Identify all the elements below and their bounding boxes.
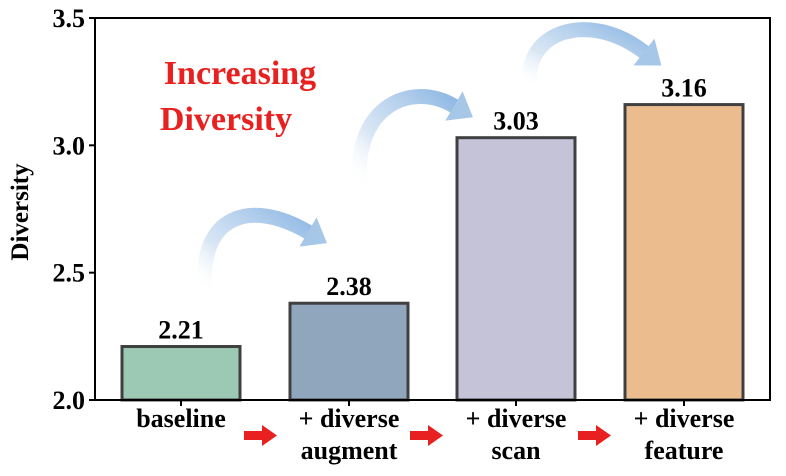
axes-frame xyxy=(94,17,771,401)
red-arrow-icon-1 xyxy=(410,425,443,446)
x-tick-label-3-1: feature xyxy=(645,436,724,465)
red-arrow-shaft-2 xyxy=(578,431,598,440)
curved-arrow-icon-3-shaft xyxy=(521,22,652,96)
y-tick-label-2: 3.0 xyxy=(53,131,86,160)
annotation-line-2: Diversity xyxy=(160,101,292,138)
plot-area: 2.0 2.5 3.0 3.5 2.21 baseline 2.38 + diverse aug… xyxy=(53,4,745,465)
x-tick-label-1-0: + diverse xyxy=(299,404,400,433)
bar-0 xyxy=(120,345,242,402)
x-tick-label-1-1: augment xyxy=(301,436,398,465)
x-tick-label-3-0: + diverse xyxy=(634,404,735,433)
x-tick-label-0-0: baseline xyxy=(136,404,226,433)
red-arrow-shaft-1 xyxy=(410,431,430,440)
curved-arrow-icon-2-head xyxy=(445,91,473,121)
bar-value-label-3: 3.16 xyxy=(661,74,707,103)
y-tick-label-1: 2.5 xyxy=(53,259,86,288)
curved-arrow-icon-2-shaft xyxy=(351,89,462,194)
curved-arrow-icon-1 xyxy=(196,207,327,300)
y-tick-label-0: 2.0 xyxy=(53,386,86,415)
red-arrow-shaft-0 xyxy=(244,431,264,440)
curved-arrow-icon-3 xyxy=(521,22,662,96)
curved-arrow-icon-1-shaft xyxy=(196,207,316,300)
red-arrow-icon-2 xyxy=(578,425,611,446)
annotation-line-1: Increasing xyxy=(164,55,316,92)
x-tick-label-2-1: scan xyxy=(491,436,541,465)
bar-value-label-0: 2.21 xyxy=(158,316,204,345)
x-tick-label-2-0: + diverse xyxy=(466,404,567,433)
bar-1 xyxy=(288,301,410,402)
red-arrow-head-1 xyxy=(428,425,443,446)
red-arrow-head-0 xyxy=(262,425,277,446)
y-axis-label: Diversity xyxy=(7,163,34,261)
red-arrow-icon-0 xyxy=(244,425,277,446)
bar-3 xyxy=(623,103,745,402)
bar-value-label-1: 2.38 xyxy=(326,272,372,301)
bar-value-label-2: 3.03 xyxy=(493,107,539,136)
red-arrow-head-2 xyxy=(596,425,611,446)
curved-arrow-icon-1-head xyxy=(299,217,327,247)
curved-arrow-icon-2 xyxy=(351,89,473,194)
y-tick-label-3: 3.5 xyxy=(53,4,86,33)
curved-arrow-icon-3-head xyxy=(633,38,662,66)
bar-2 xyxy=(455,136,577,402)
